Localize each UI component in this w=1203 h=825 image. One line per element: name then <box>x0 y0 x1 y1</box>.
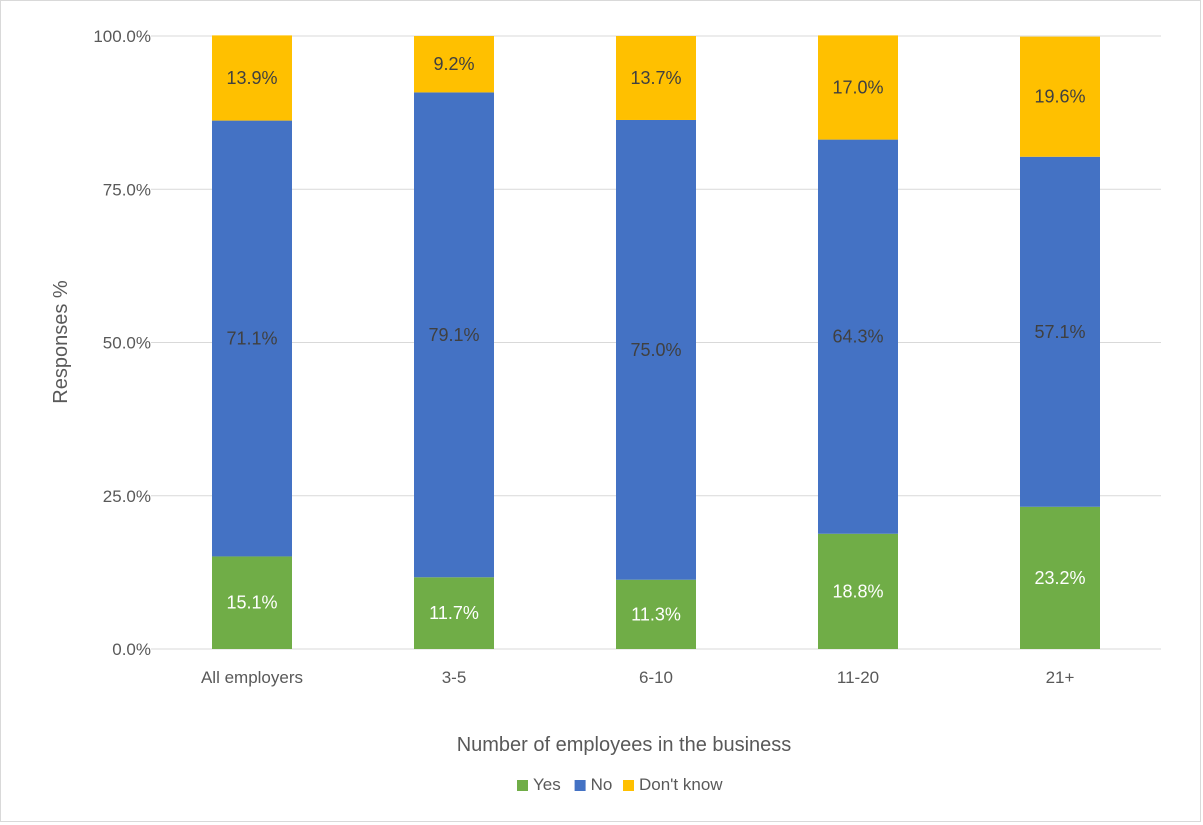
data-label: 11.3% <box>631 604 681 624</box>
x-axis-title: Number of employees in the business <box>457 734 792 756</box>
bar-segment <box>212 556 292 649</box>
legend-label: Yes <box>533 775 561 794</box>
bar-segment <box>818 533 898 649</box>
legend-swatch <box>623 780 634 791</box>
data-label: 11.7% <box>429 603 479 623</box>
bar-segment <box>1020 506 1100 649</box>
legend-label: Don't know <box>639 775 723 794</box>
data-label: 71.1% <box>226 329 277 349</box>
x-tick-label: All employers <box>201 668 303 687</box>
bar-segment <box>818 35 898 140</box>
legend-swatch <box>574 780 586 791</box>
y-axis-ticks: 0.0% 25.0% 50.0% 75.0% 100.0% <box>93 27 151 659</box>
legend-label: No <box>591 775 613 794</box>
data-label: 17.0% <box>832 77 883 97</box>
bar-segment <box>414 577 494 649</box>
bar-segment <box>1020 36 1100 157</box>
x-tick-label: 6-10 <box>639 668 673 687</box>
data-label: 75.0% <box>630 340 681 360</box>
legend-swatch <box>517 780 528 791</box>
data-label: 23.2% <box>1034 568 1085 588</box>
bar-segment <box>414 36 494 93</box>
data-labels: 15.1% 71.1% 13.9% 11.7% 79.1% 9.2% 11.3% 75.0% 1… <box>226 54 1085 624</box>
legend: Yes No Don't know <box>517 775 723 794</box>
y-tick-label: 75.0% <box>103 180 151 199</box>
bar-segment <box>616 579 696 649</box>
bar-segment <box>616 36 696 120</box>
y-tick-label: 100.0% <box>93 27 151 46</box>
y-tick-label: 0.0% <box>112 640 151 659</box>
data-label: 64.3% <box>832 327 883 347</box>
data-label: 79.1% <box>428 325 479 345</box>
x-tick-label: 21+ <box>1046 668 1075 687</box>
bar-segment <box>212 35 292 121</box>
x-tick-label: 11-20 <box>837 668 879 687</box>
y-axis-title: Responses % <box>50 280 72 404</box>
x-tick-label: 3-5 <box>442 668 467 687</box>
bar-segment <box>818 139 898 534</box>
data-label: 57.1% <box>1034 322 1085 342</box>
data-label: 18.8% <box>832 581 883 601</box>
data-label: 9.2% <box>433 54 474 74</box>
data-label: 13.7% <box>630 68 681 88</box>
data-label: 13.9% <box>226 68 277 88</box>
data-label: 19.6% <box>1034 87 1085 107</box>
bars <box>212 35 1100 649</box>
data-label: 15.1% <box>226 593 277 613</box>
bar-segment <box>1020 156 1100 507</box>
bar-segment <box>414 92 494 578</box>
bar-segment <box>212 120 292 557</box>
bar-segment <box>616 119 696 580</box>
y-tick-label: 50.0% <box>103 334 151 353</box>
y-tick-label: 25.0% <box>103 487 151 506</box>
x-axis-ticks: All employers 3-5 6-10 11-20 21+ <box>201 668 1075 687</box>
